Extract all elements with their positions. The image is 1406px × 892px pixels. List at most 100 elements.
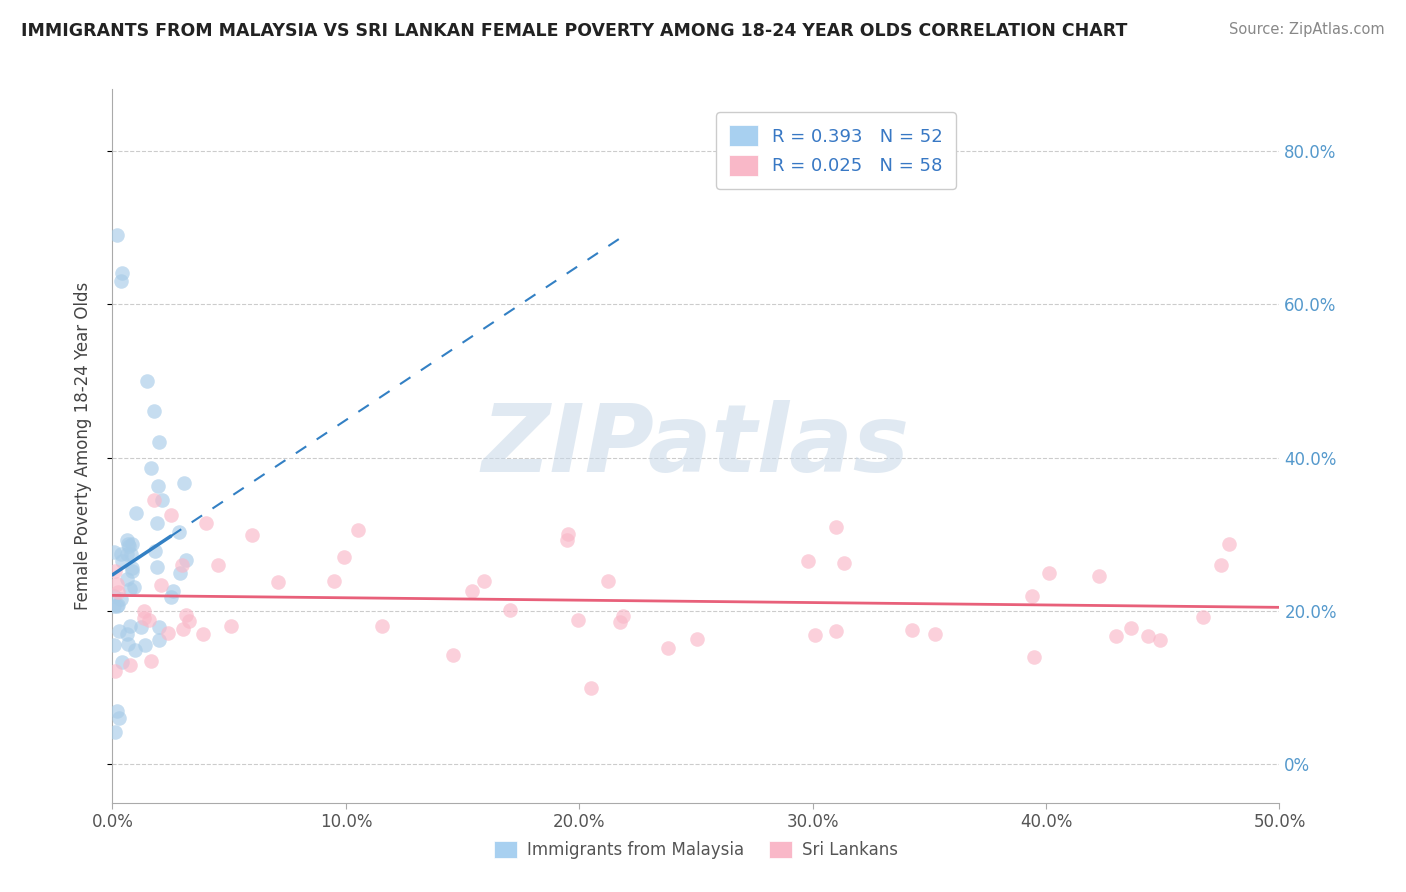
Point [657,640,679,655]
Point [110,274,132,288]
Point [557,533,579,547]
Point [596,574,619,588]
Point [803,628,825,642]
Point [370,619,392,633]
Point [141,654,163,668]
Point [900,623,922,637]
Legend: R = 0.393   N = 52, R = 0.025   N = 58: R = 0.393 N = 52, R = 0.025 N = 58 [716,112,956,188]
Point [121,537,143,551]
Point [129,620,152,634]
Y-axis label: Female Poverty Among 18-24 Year Olds: Female Poverty Among 18-24 Year Olds [73,282,91,610]
Point [117,637,139,651]
Point [824,624,846,638]
Point [194,516,217,530]
Point [146,559,169,574]
Point [172,622,194,636]
Point [107,599,129,613]
Point [924,627,946,641]
Point [103,638,125,652]
Point [1038,566,1060,581]
Point [160,590,183,604]
Point [104,664,127,678]
Point [173,475,195,490]
Point [609,615,631,629]
Point [498,603,520,617]
Point [134,638,156,652]
Point [115,547,138,561]
Point [111,554,134,568]
Point [145,516,167,531]
Point [105,227,128,242]
Point [1149,632,1171,647]
Point [567,613,589,627]
Point [160,508,183,522]
Point [333,549,356,564]
Point [240,528,263,542]
Point [138,613,160,627]
Point [1021,589,1043,603]
Point [825,519,848,533]
Point [177,615,200,629]
Point [120,582,142,596]
Point [207,558,229,573]
Point [346,523,368,537]
Point [104,564,127,578]
Point [117,572,139,586]
Point [148,435,170,450]
Point [103,599,125,613]
Point [1136,629,1159,643]
Point [221,619,243,633]
Point [170,558,193,572]
Point [121,561,143,575]
Point [124,643,146,657]
Point [108,624,131,638]
Point [143,543,166,558]
Point [120,547,142,561]
Point [136,374,159,388]
Point [103,589,125,603]
Point [118,539,141,553]
Point [111,655,134,669]
Text: IMMIGRANTS FROM MALAYSIA VS SRI LANKAN FEMALE POVERTY AMONG 18-24 YEAR OLDS CORR: IMMIGRANTS FROM MALAYSIA VS SRI LANKAN F… [21,22,1128,40]
Point [121,564,143,578]
Point [267,574,290,589]
Point [461,584,484,599]
Point [832,556,855,570]
Point [797,554,820,568]
Point [111,266,134,280]
Point [117,627,139,641]
Point [107,585,129,599]
Text: ZIPatlas: ZIPatlas [482,400,910,492]
Point [1209,558,1232,572]
Point [141,461,163,475]
Point [557,527,579,541]
Point [107,598,129,612]
Point [1088,568,1111,582]
Point [150,578,173,592]
Point [169,566,191,580]
Point [105,576,128,591]
Point [105,704,128,718]
Point [108,711,131,725]
Point [686,632,709,647]
Point [1192,610,1215,624]
Point [110,548,132,562]
Point [104,724,127,739]
Point [117,537,139,551]
Text: Source: ZipAtlas.com: Source: ZipAtlas.com [1229,22,1385,37]
Point [1105,630,1128,644]
Point [146,479,169,493]
Point [148,620,170,634]
Point [174,608,197,623]
Point [441,648,464,662]
Point [143,404,166,418]
Point [174,553,197,567]
Point [472,574,495,588]
Point [150,493,173,508]
Point [132,610,155,624]
Point [612,608,634,623]
Point [103,545,125,559]
Point [124,580,146,594]
Point [1218,536,1240,550]
Point [125,506,148,520]
